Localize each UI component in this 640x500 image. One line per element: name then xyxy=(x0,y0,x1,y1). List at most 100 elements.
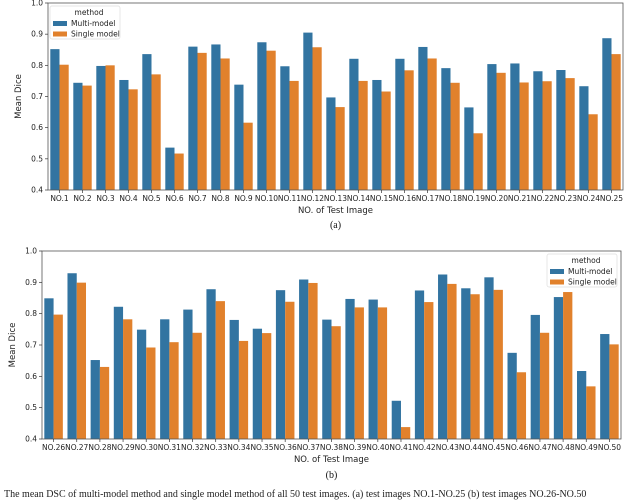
legend-swatch xyxy=(53,21,67,26)
bar-NO.37-multi xyxy=(299,279,309,439)
bar-NO.9-single xyxy=(243,122,253,190)
legend-swatch xyxy=(550,279,564,285)
bar-NO.47-multi xyxy=(530,314,540,439)
bar-NO.3-multi xyxy=(96,65,106,190)
chart-a: 0.4 0.5 0.6 0.7 0.8 0.9 1.0 NO.1 NO.2 NO.3 NO.4 NO.… xyxy=(14,0,624,231)
bar-NO.11-single xyxy=(289,80,299,190)
x-tick-label: NO.24 xyxy=(577,194,600,203)
legend-entry: Multi-model xyxy=(568,267,612,276)
bar-NO.7-multi xyxy=(188,46,198,191)
bar-NO.32-single xyxy=(192,332,202,439)
x-axis-label: NO. of Test Image xyxy=(298,206,373,216)
bar-NO.44-multi xyxy=(461,288,471,439)
bar-NO.47-single xyxy=(539,332,550,439)
x-tick-label: NO.10 xyxy=(255,194,278,203)
x-tick-label: NO.31 xyxy=(158,443,181,452)
x-tick-label: NO.50 xyxy=(598,443,621,452)
bar-NO.43-multi xyxy=(438,274,448,439)
y-axis-label: Mean Dice xyxy=(14,74,24,119)
x-tick-label: NO.11 xyxy=(278,194,301,203)
bar-NO.41-multi xyxy=(391,400,401,439)
x-tick-label: NO.5 xyxy=(142,194,161,203)
legend-entry: Single model xyxy=(71,30,120,39)
bar-NO.31-multi xyxy=(160,319,170,439)
x-axis-label: NO. of Test Image xyxy=(294,455,369,465)
bar-NO.7-single xyxy=(197,52,207,190)
legend-box xyxy=(546,253,618,288)
legend: method Multi-model Single model xyxy=(546,253,618,288)
bar-NO.6-multi xyxy=(165,147,175,190)
bar-NO.50-multi xyxy=(600,334,610,439)
x-tick-label: NO.13 xyxy=(324,194,347,203)
x-tick-label: NO.25 xyxy=(600,194,623,203)
bar-NO.36-multi xyxy=(275,290,286,439)
bar-NO.19-multi xyxy=(464,107,474,190)
x-tick-label: NO.33 xyxy=(204,443,227,452)
x-tick-label: NO.28 xyxy=(88,443,111,452)
x-tick-label: NO.2 xyxy=(73,194,92,203)
bar-NO.34-single xyxy=(238,340,249,439)
x-tick-label: NO.30 xyxy=(135,443,158,452)
legend-title: method xyxy=(572,256,601,265)
x-tick-label: NO.42 xyxy=(413,443,436,452)
bar-NO.42-single xyxy=(424,302,434,439)
bar-NO.27-single xyxy=(76,282,87,439)
x-tick-label: NO.32 xyxy=(181,443,204,452)
x-tick-label: NO.19 xyxy=(462,194,485,203)
y-tick-label: 1.0 xyxy=(25,247,37,256)
x-tick-label: NO.44 xyxy=(459,443,482,452)
bar-NO.21-single xyxy=(519,82,529,190)
x-tick-label: NO.3 xyxy=(96,194,115,203)
bar-NO.46-single xyxy=(516,372,527,439)
y-tick-label: 0.9 xyxy=(25,278,37,287)
bar-NO.8-multi xyxy=(211,44,221,191)
bar-NO.48-multi xyxy=(553,297,564,439)
bar-NO.5-multi xyxy=(142,54,152,190)
bar-NO.49-multi xyxy=(576,371,587,439)
bar-NO.15-multi xyxy=(372,79,382,190)
bar-NO.26-multi xyxy=(44,298,54,439)
x-tick-label: NO.6 xyxy=(165,194,184,203)
bar-NO.48-single xyxy=(563,292,573,439)
bar-NO.49-single xyxy=(586,386,596,439)
x-tick-label: NO.15 xyxy=(370,194,393,203)
bar-NO.45-single xyxy=(493,289,503,439)
bar-NO.31-single xyxy=(169,342,179,439)
bar-NO.4-single xyxy=(128,89,138,190)
x-tick-label: NO.46 xyxy=(505,443,528,452)
bar-NO.35-multi xyxy=(252,328,263,439)
y-tick-label: 0.7 xyxy=(31,92,43,101)
bar-NO.44-single xyxy=(470,294,480,439)
bar-NO.24-multi xyxy=(579,86,589,190)
x-tick-label: NO.40 xyxy=(366,443,389,452)
bar-NO.27-multi xyxy=(67,273,77,439)
bar-NO.11-multi xyxy=(280,66,290,190)
bar-NO.8-single xyxy=(220,58,230,190)
x-tick-label: NO.7 xyxy=(188,194,207,203)
chart-b: 0.4 0.5 0.6 0.7 0.8 0.9 1.0 NO.26 NO.27 NO.28 NO.2… xyxy=(8,247,622,481)
x-tick-label: NO.26 xyxy=(42,443,65,452)
y-tick-label: 0.8 xyxy=(25,309,37,318)
x-tick-label: NO.39 xyxy=(343,443,366,452)
bar-NO.39-multi xyxy=(345,298,355,439)
bar-NO.23-multi xyxy=(556,70,566,190)
x-tick-label: NO.4 xyxy=(119,194,138,203)
legend-swatch xyxy=(53,31,67,37)
bar-NO.14-single xyxy=(358,80,368,190)
y-tick-label: 0.4 xyxy=(31,186,43,195)
y-axis-label: Mean Dice xyxy=(8,323,18,368)
bar-NO.18-multi xyxy=(441,68,451,190)
x-tick-label: NO.9 xyxy=(234,194,253,203)
bar-NO.22-single xyxy=(542,81,552,190)
legend-box xyxy=(49,5,121,40)
bar-NO.18-single xyxy=(450,82,460,190)
x-tick-label: NO.16 xyxy=(393,194,416,203)
bar-NO.17-multi xyxy=(418,46,428,190)
x-tick-label: NO.12 xyxy=(301,194,324,203)
bar-NO.2-single xyxy=(82,85,92,190)
bar-NO.20-single xyxy=(496,72,506,190)
y-tick-label: 0.4 xyxy=(25,435,37,444)
x-tick-label: NO.37 xyxy=(297,443,320,452)
y-tick-label: 0.8 xyxy=(31,61,43,70)
